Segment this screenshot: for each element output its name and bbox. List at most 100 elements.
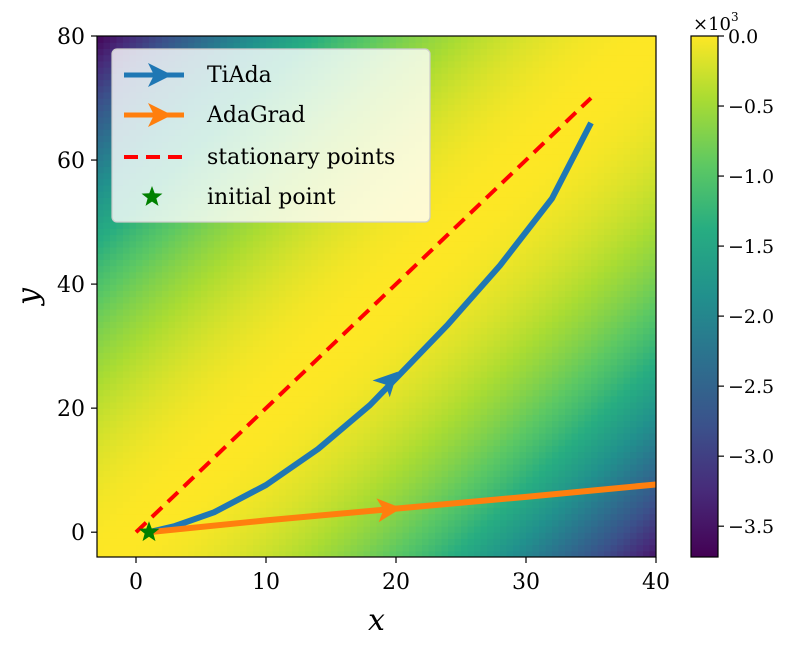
heatmap-cell (454, 203, 462, 211)
heatmap-cell (409, 370, 417, 378)
heatmap-cell (116, 290, 124, 298)
heatmap-cell (175, 370, 183, 378)
heatmap-cell (480, 377, 488, 384)
heatmap-cell (363, 240, 371, 248)
heatmap-cell (337, 550, 345, 557)
heatmap-cell (214, 408, 222, 415)
heatmap-cell (441, 259, 449, 267)
heatmap-cell (116, 296, 124, 304)
heatmap-cell (110, 494, 118, 502)
heatmap-cell (305, 538, 313, 546)
heatmap-cell (350, 321, 358, 329)
heatmap-cell (396, 532, 404, 539)
heatmap-cell (175, 377, 183, 384)
heatmap-cell (467, 271, 475, 279)
heatmap-cell (168, 414, 176, 422)
heatmap-cell (207, 253, 215, 260)
heatmap-cell (441, 135, 449, 143)
heatmap-cell (97, 525, 105, 533)
heatmap-cell (402, 253, 410, 260)
heatmap-cell (474, 383, 482, 391)
heatmap-cell (370, 463, 378, 471)
heatmap-cell (370, 302, 378, 310)
heatmap-cell (214, 296, 222, 304)
heatmap-cell (103, 197, 111, 205)
heatmap-cell (155, 42, 163, 49)
heatmap-cell (155, 544, 163, 552)
heatmap-cell (448, 488, 456, 496)
heatmap-cell (259, 339, 267, 347)
heatmap-cell (324, 315, 332, 322)
heatmap-cell (266, 501, 274, 508)
heatmap-cell (454, 377, 462, 384)
heatmap-cell (480, 327, 488, 335)
heatmap-cell (227, 401, 235, 409)
heatmap-cell (279, 352, 287, 360)
heatmap-cell (461, 209, 469, 217)
heatmap-cell (240, 321, 248, 329)
heatmap-cell (467, 426, 475, 434)
heatmap-cell (448, 141, 456, 149)
heatmap-cell (331, 377, 339, 384)
heatmap-cell (363, 370, 371, 378)
heatmap-cell (129, 414, 137, 422)
heatmap-cell (363, 389, 371, 397)
heatmap-cell (318, 284, 326, 291)
heatmap-cell (175, 494, 183, 502)
heatmap-cell (272, 290, 280, 298)
heatmap-cell (214, 525, 222, 533)
heatmap-cell (142, 488, 150, 496)
heatmap-cell (162, 476, 170, 484)
heatmap-cell (214, 339, 222, 347)
heatmap-cell (396, 519, 404, 527)
heatmap-cell (357, 488, 365, 496)
heatmap-cell (240, 228, 248, 236)
heatmap-cell (402, 352, 410, 360)
heatmap-cell (318, 463, 326, 471)
heatmap-cell (474, 457, 482, 465)
heatmap-cell (428, 470, 436, 477)
heatmap-cell (201, 501, 209, 508)
heatmap-cell (168, 426, 176, 434)
heatmap-cell (233, 408, 241, 415)
heatmap-cell (467, 147, 475, 155)
heatmap-cell (201, 240, 209, 248)
heatmap-cell (298, 308, 306, 316)
heatmap-cell (136, 253, 144, 260)
heatmap-cell (220, 315, 228, 322)
heatmap-cell (279, 482, 287, 490)
heatmap-cell (240, 42, 248, 49)
heatmap-cell (129, 352, 137, 360)
heatmap-cell (311, 253, 319, 260)
heatmap-cell (220, 290, 228, 298)
heatmap-cell (188, 408, 196, 415)
heatmap-cell (110, 327, 118, 335)
heatmap-cell (175, 401, 183, 409)
heatmap-cell (266, 253, 274, 260)
heatmap-cell (207, 333, 215, 341)
heatmap-cell (279, 271, 287, 279)
heatmap-cell (240, 414, 248, 422)
heatmap-cell (194, 439, 202, 446)
heatmap-cell (428, 383, 436, 391)
heatmap-cell (467, 79, 475, 87)
heatmap-cell (441, 110, 449, 118)
heatmap-cell (162, 519, 170, 527)
heatmap-cell (305, 544, 313, 552)
heatmap-cell (155, 401, 163, 409)
heatmap-cell (409, 401, 417, 409)
heatmap-cell (201, 532, 209, 539)
heatmap-cell (97, 48, 105, 56)
heatmap-cell (272, 501, 280, 508)
heatmap-cell (194, 234, 202, 242)
heatmap-cell (97, 172, 105, 180)
heatmap-cell (149, 488, 157, 496)
heatmap-cell (116, 420, 124, 428)
heatmap-cell (220, 42, 228, 49)
heatmap-cell (331, 389, 339, 397)
heatmap-cell (136, 426, 144, 434)
heatmap-cell (240, 476, 248, 484)
heatmap-cell (129, 333, 137, 341)
heatmap-cell (207, 302, 215, 310)
heatmap-cell (363, 383, 371, 391)
